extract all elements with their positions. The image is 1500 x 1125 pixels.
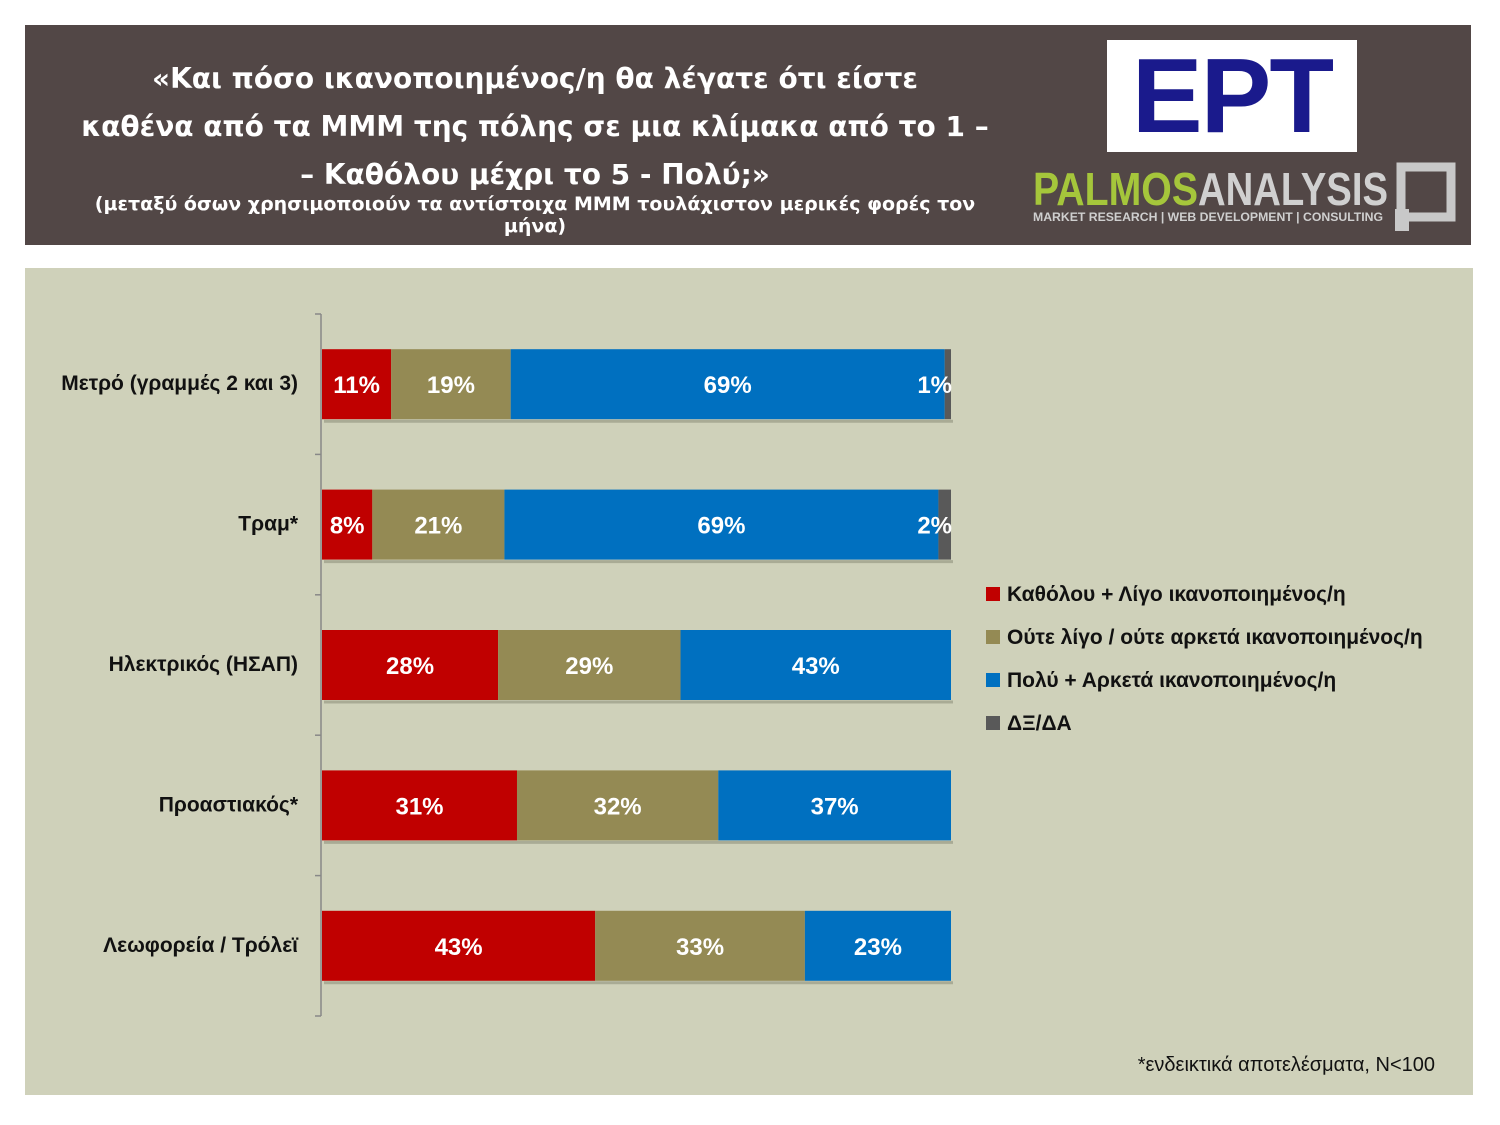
legend-label: Πολύ + Αρκετά ικανοποιημένος/η — [1007, 669, 1336, 692]
legend-swatch — [986, 673, 1000, 687]
data-label: 28% — [386, 653, 434, 680]
stacked-bar-chart: Μετρό (γραμμές 2 και 3) 11% 19% 69% 1% Τραμ* 8… — [61, 313, 1423, 1017]
svg-text:MARKET RESEARCH | WEB DEVELOPM: MARKET RESEARCH | WEB DEVELOPMENT | CONS… — [1033, 210, 1383, 224]
bar-segment — [944, 349, 951, 420]
survey-subtitle: (μεταξύ όσων χρησιμοποιούν τα αντίστοιχα… — [94, 193, 976, 237]
bar-segment — [391, 349, 511, 420]
data-label: 32% — [594, 793, 642, 820]
data-label: 43% — [435, 934, 483, 961]
data-label: 37% — [811, 793, 859, 820]
data-label: 1% — [917, 372, 952, 399]
bar-segment — [372, 489, 505, 560]
data-label: 43% — [792, 653, 840, 680]
legend-label: Ούτε λίγο / ούτε αρκετά ικανοποιημένος/η — [1007, 626, 1423, 649]
bar-segment — [498, 630, 681, 700]
bar-segment — [322, 910, 596, 981]
data-label: 8% — [330, 513, 365, 540]
category-label: Τραμ* — [238, 513, 299, 536]
data-label: 19% — [427, 372, 475, 399]
data-label: 69% — [697, 513, 745, 540]
bar-segment — [516, 770, 719, 841]
legend-label: Καθόλου + Λίγο ικανοποιημένος/η — [1007, 583, 1346, 606]
bar-segment — [322, 770, 517, 841]
bar-segment — [718, 770, 951, 841]
bar-segment — [322, 489, 373, 560]
data-label: 29% — [565, 653, 613, 680]
ert-logo: ΕΡΤ — [1107, 40, 1357, 152]
legend-swatch — [986, 630, 1000, 644]
category-label: Λεωφορεία / Τρόλεϊ — [103, 934, 299, 957]
legend-swatch — [986, 716, 1000, 730]
category-label: Προαστιακός* — [159, 793, 299, 816]
category-label: Ηλεκτρικός (ΗΣΑΠ) — [109, 653, 298, 676]
chart-panel: Μετρό (γραμμές 2 και 3) 11% 19% 69% 1% Τραμ* 8… — [25, 268, 1473, 1095]
legend-swatch — [986, 587, 1000, 601]
bar-segment — [938, 489, 951, 560]
header-banner: «Και πόσο ικανοποιημένος/η θα λέγατε ότι… — [25, 25, 1471, 245]
svg-text:PALMOS: PALMOS — [1033, 163, 1198, 215]
bar-segment — [322, 349, 392, 420]
bar-segment — [504, 489, 939, 560]
survey-question: «Και πόσο ικανοποιημένος/η θα λέγατε ότι… — [81, 62, 989, 191]
data-label: 33% — [676, 934, 724, 961]
palmos-analysis-logo: PALMOS ANALYSIS MARKET RESEARCH | WEB DE… — [1033, 162, 1456, 231]
legend-label: ΔΞ/ΔΑ — [1007, 712, 1072, 735]
svg-text:ANALYSIS: ANALYSIS — [1198, 163, 1388, 215]
data-label: 23% — [854, 934, 902, 961]
bar-segment — [595, 910, 805, 981]
data-label: 69% — [704, 372, 752, 399]
footnote: *ενδεικτικά αποτελέσματα, Ν<100 — [1137, 1054, 1435, 1076]
bar-segment — [680, 630, 951, 700]
category-label: Μετρό (γραμμές 2 και 3) — [61, 372, 298, 395]
data-label: 21% — [414, 513, 462, 540]
bar-segment — [804, 910, 951, 981]
data-label: 2% — [917, 513, 952, 540]
bar-segment — [322, 630, 499, 700]
data-label: 11% — [333, 372, 380, 399]
bar-segment — [510, 349, 945, 420]
data-label: 31% — [395, 793, 443, 820]
